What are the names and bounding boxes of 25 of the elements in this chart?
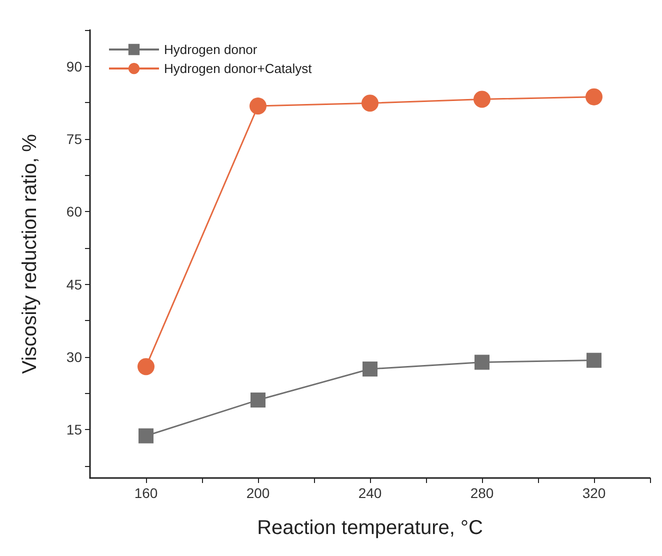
point	[586, 352, 602, 368]
y-tick-label: 15	[66, 422, 82, 438]
point	[474, 354, 490, 370]
point	[250, 98, 266, 115]
legend-label: Hydrogen donor	[164, 42, 258, 57]
y-tick-label: 90	[66, 58, 82, 74]
point	[362, 362, 378, 377]
x-tick-label: 280	[470, 485, 494, 501]
point	[138, 428, 154, 444]
y-axis-title: Viscosity reduction ratio, %	[19, 134, 41, 374]
y-tick-label: 30	[66, 348, 82, 365]
y-tick-label: 45	[66, 276, 82, 292]
point	[586, 88, 602, 106]
legend-label: Hydrogen donor+Catalyst	[164, 61, 312, 76]
x-tick-label: 240	[358, 485, 382, 501]
x-tick-label: 160	[134, 485, 158, 501]
x-axis-title: Reaction temperature, °C	[257, 517, 483, 539]
point	[250, 392, 266, 408]
point	[138, 358, 154, 376]
x-tick-label: 320	[582, 485, 606, 501]
y-tick-label: 75	[66, 130, 82, 147]
point	[362, 94, 378, 112]
x-tick-label: 200	[246, 485, 270, 501]
point	[474, 90, 490, 108]
y-tick-label: 60	[66, 204, 82, 220]
